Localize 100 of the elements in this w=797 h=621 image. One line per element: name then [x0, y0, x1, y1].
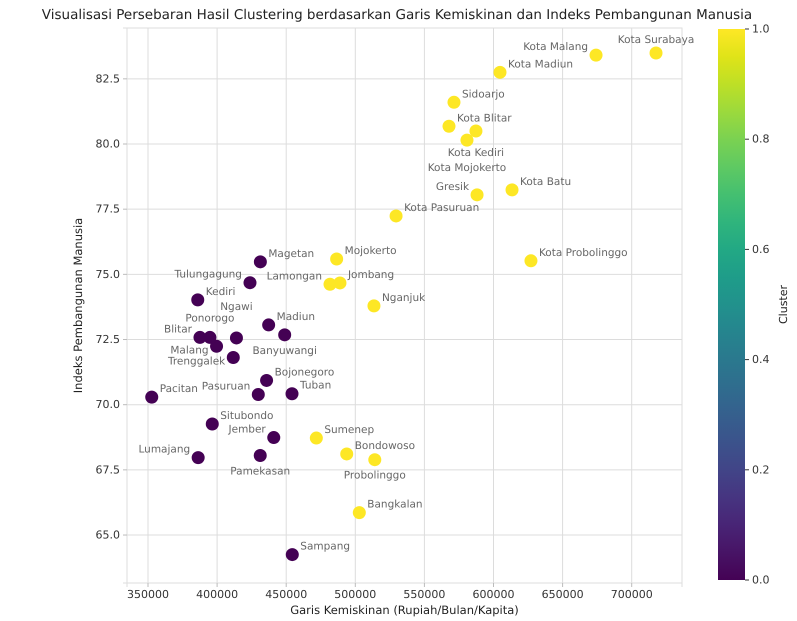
annotation: Bondowoso	[354, 440, 416, 452]
point	[206, 417, 219, 430]
y-tick-label: 77.5	[96, 202, 120, 216]
x-tick-label: 650000	[542, 588, 584, 601]
annotation: Lumajang	[138, 444, 190, 456]
x-tick-label: 400000	[196, 588, 238, 601]
point	[390, 209, 403, 222]
annotation: Jember	[228, 424, 266, 436]
annotation: Tuban	[299, 380, 332, 392]
point	[524, 254, 538, 268]
annotation: Nganjuk	[382, 292, 426, 304]
point	[267, 431, 280, 444]
point	[286, 548, 299, 562]
point	[493, 66, 506, 79]
annotation: Sumenep	[324, 424, 374, 436]
point	[368, 453, 382, 466]
annotation: Pamekasan	[230, 466, 290, 478]
annotation: Trenggalek	[166, 356, 226, 368]
point	[333, 276, 346, 290]
annotation: Mojokerto	[344, 244, 397, 257]
annotation: Pacitan	[160, 383, 198, 396]
y-tick-label: 82.5	[96, 72, 120, 86]
point	[254, 449, 267, 462]
annotation: Lamongan	[266, 270, 322, 282]
point	[252, 388, 265, 402]
point	[192, 451, 205, 464]
annotation: Sampang	[300, 540, 350, 553]
color-bar-label: 0.8	[752, 132, 770, 146]
annotation: Ngawi	[220, 300, 253, 313]
point	[330, 252, 344, 266]
point	[145, 390, 158, 404]
annotation: Kota Surabaya	[618, 34, 694, 46]
point	[286, 387, 299, 400]
color-bar-title: Cluster	[777, 284, 790, 324]
annotation: Kota Batu	[520, 176, 572, 188]
annotation: Probolinggo	[344, 470, 406, 482]
annotation: Bojonegoro	[274, 366, 334, 378]
annotation: Tulungagung	[174, 268, 242, 281]
y-tick-label: 67.5	[96, 463, 120, 476]
annotation: Kota Malang	[523, 41, 588, 54]
point	[310, 432, 323, 445]
y-tick-label: 65.0	[96, 528, 120, 542]
color-bar-label: 0.2	[752, 463, 770, 476]
point	[203, 330, 216, 344]
point	[470, 188, 484, 202]
annotation: Gresik	[436, 180, 470, 193]
annotation: Kota Kediri	[448, 146, 504, 159]
annotation: Kota Blitar	[457, 112, 512, 124]
annotation: Malang	[170, 344, 209, 356]
annotation: Kota Probolinggo	[538, 246, 628, 259]
y-tick-label: 70.0	[96, 398, 120, 412]
point	[447, 96, 460, 109]
y-axis-title: Indeks Pembangunan Manusia	[71, 218, 85, 394]
x-tick-label: 700000	[610, 588, 653, 601]
point	[243, 276, 256, 290]
point	[650, 46, 663, 60]
point	[254, 255, 267, 268]
point	[442, 120, 456, 133]
point	[226, 351, 240, 364]
point	[506, 183, 519, 196]
annotation: Kediri	[206, 286, 236, 298]
annotation: Ponorogo	[185, 312, 234, 324]
color-bar-label: 0.4	[752, 353, 770, 366]
annotation: Pasuruan	[202, 380, 250, 393]
annotation: Jombang	[346, 268, 394, 281]
annotation: Situbondo	[220, 410, 274, 422]
point	[262, 318, 276, 332]
annotation: Magetan	[268, 248, 314, 260]
point	[340, 447, 354, 460]
point	[460, 134, 474, 147]
annotation: Kota Mojokerto	[428, 162, 506, 174]
x-tick-label: 500000	[334, 588, 376, 601]
point	[367, 299, 380, 312]
point	[191, 293, 204, 306]
x-tick-label: 350000	[127, 588, 170, 601]
x-tick-label: 450000	[265, 588, 308, 601]
annotation: Blitar	[164, 323, 193, 336]
point	[210, 340, 224, 353]
point	[590, 48, 603, 62]
color-bar-label: 1.0	[752, 22, 770, 36]
point	[260, 374, 274, 387]
x-tick-label: 550000	[403, 588, 446, 601]
x-tick-label: 600000	[472, 588, 514, 601]
point	[352, 506, 366, 520]
color-bar-label: 0.6	[752, 242, 770, 256]
y-tick-label: 72.5	[96, 333, 120, 346]
point	[278, 328, 292, 342]
point	[469, 124, 482, 138]
annotation: Sidoarjo	[462, 88, 505, 100]
annotation: Kota Madiun	[508, 58, 574, 70]
y-tick-label: 75.0	[96, 268, 120, 281]
x-axis-title: Garis Kemiskinan (Rupiah/Bulan/Kapita)	[290, 603, 519, 617]
annotation: Bangkalan	[367, 498, 423, 511]
annotation: Kota Pasuruan	[404, 202, 480, 214]
y-tick-label: 80.0	[96, 138, 120, 151]
annotation: Banyuwangi	[252, 344, 317, 357]
color-bar-label: 0.0	[752, 574, 770, 587]
chart-title: Visualisasi Persebaran Hasil Clustering berdasarkan Garis Kemiskinan dan Indeks Pembangunan Manusia	[42, 7, 752, 23]
annotation: Madiun	[276, 310, 316, 323]
point	[230, 331, 243, 344]
